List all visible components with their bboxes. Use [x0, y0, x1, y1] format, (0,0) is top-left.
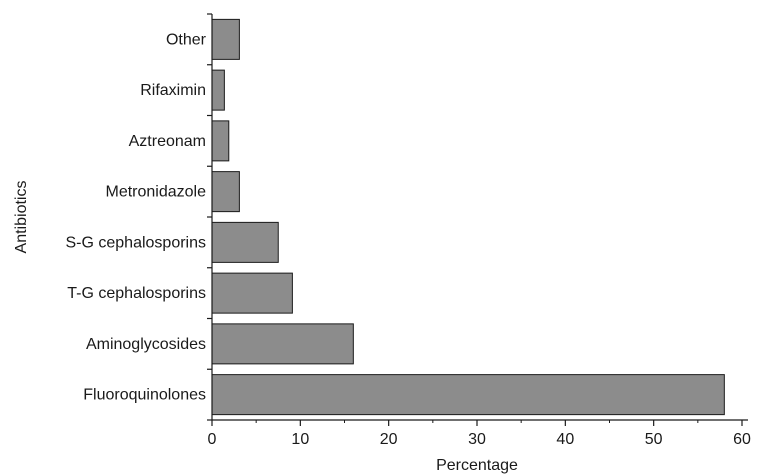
- x-tick-label: 60: [733, 431, 751, 448]
- bar-t-g-cephalosporins: [211, 272, 293, 314]
- x-tick-label: 50: [645, 431, 663, 448]
- y-tick-label: S-G cephalosporins: [65, 234, 206, 251]
- y-tick-label: T-G cephalosporins: [67, 285, 206, 302]
- y-tick-label: Other: [166, 31, 207, 48]
- bars-group: [211, 18, 725, 416]
- bar-s-g-cephalosporins: [211, 221, 279, 263]
- bar-metronidazole: [211, 171, 240, 213]
- y-tick-label: Aminoglycosides: [86, 336, 206, 353]
- y-tick-label: Fluoroquinolones: [83, 387, 206, 404]
- bar-fluoroquinolones: [211, 374, 725, 416]
- bar-aztreonam: [211, 120, 230, 162]
- x-tick-label: 0: [208, 431, 217, 448]
- x-axis-title: Percentage: [436, 457, 518, 474]
- x-tick-label: 20: [380, 431, 398, 448]
- y-tick-label: Aztreonam: [129, 133, 206, 150]
- x-tick-label: 30: [468, 431, 486, 448]
- x-tick-label: 40: [556, 431, 574, 448]
- bar-rifaximin: [211, 69, 225, 111]
- y-tick-label: Rifaximin: [140, 82, 206, 99]
- y-axis-title: Antibiotics: [13, 181, 30, 254]
- bar-other: [211, 18, 240, 60]
- x-tick-label: 10: [291, 431, 309, 448]
- bar-aminoglycosides: [211, 323, 354, 365]
- y-tick-label: Metronidazole: [106, 184, 207, 201]
- y-axis: Fluoroquinolones Aminoglycosides T-G cepha…: [65, 13, 213, 421]
- x-axis: 0 10 20 30 40 50 60: [208, 419, 751, 448]
